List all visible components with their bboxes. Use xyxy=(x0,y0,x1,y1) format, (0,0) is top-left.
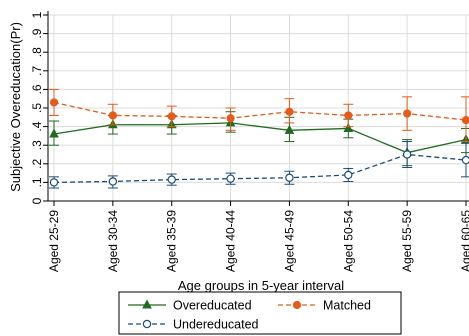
x-tick-label: Aged 30-34 xyxy=(106,210,120,272)
x-tick-label: Aged 40-44 xyxy=(224,210,238,272)
data-point xyxy=(49,178,59,187)
data-point xyxy=(167,112,176,121)
series-matched xyxy=(49,88,469,142)
data-point xyxy=(403,109,412,118)
legend-marker xyxy=(292,300,302,310)
x-axis: Aged 25-29 Aged 30-34 Aged 35-39 Aged 40-44… xyxy=(47,200,469,272)
x-tick-label: Aged 50-54 xyxy=(341,210,355,272)
x-tick-label: Aged 35-39 xyxy=(165,210,179,272)
data-point xyxy=(402,150,412,159)
y-tick-label: .3 xyxy=(30,140,44,150)
data-point xyxy=(461,155,469,165)
y-tick-label: .4 xyxy=(30,121,44,131)
y-tick-label: .7 xyxy=(30,65,44,75)
legend-label: Undereducated xyxy=(173,318,259,332)
data-point xyxy=(108,177,118,186)
data-point xyxy=(108,111,117,120)
legend: Overeducated Matched Undereducated xyxy=(118,291,402,335)
data-point xyxy=(49,128,59,138)
data-point xyxy=(226,114,235,123)
data-point xyxy=(226,174,235,183)
data-point xyxy=(49,98,59,107)
data-point xyxy=(344,170,353,180)
x-tick-label: Aged 25-29 xyxy=(47,210,61,272)
data-point xyxy=(285,107,294,116)
series-layer xyxy=(49,88,469,189)
legend-box xyxy=(118,291,402,335)
legend-marker xyxy=(142,319,152,329)
y-tick-label: .8 xyxy=(30,47,44,57)
series-line xyxy=(53,153,467,184)
y-axis: 0 .1 .2 .3 .4 .5 .6 .7 .8 .9 1 xyxy=(30,11,49,204)
legend-label: Overeducated xyxy=(173,299,252,313)
series-line xyxy=(53,122,467,154)
legend-label: Matched xyxy=(323,299,371,313)
data-point xyxy=(167,175,176,184)
x-tick-label: Aged 60-65 xyxy=(459,210,469,272)
legend-marker xyxy=(142,299,152,309)
x-tick-label: Aged 55-59 xyxy=(400,210,414,272)
x-tick-label: Aged 45-49 xyxy=(282,210,296,272)
data-point xyxy=(343,122,354,132)
x-axis-title: Age groups in 5-year interval xyxy=(178,278,344,293)
y-axis-title: Subjective Overeducation(Pr) xyxy=(8,22,23,192)
y-tick-label: .5 xyxy=(30,103,44,113)
data-point xyxy=(461,115,469,125)
y-tick-label: 1 xyxy=(30,11,44,18)
series-undereducated xyxy=(49,140,469,189)
series-line xyxy=(53,101,467,121)
y-tick-label: .6 xyxy=(30,84,44,94)
data-point xyxy=(344,111,353,120)
y-tick-label: .9 xyxy=(30,28,44,38)
y-tick-label: 0 xyxy=(30,197,44,204)
y-tick-label: .1 xyxy=(30,177,44,187)
data-point xyxy=(285,173,294,182)
data-point xyxy=(284,124,295,134)
y-tick-label: .2 xyxy=(30,158,44,168)
